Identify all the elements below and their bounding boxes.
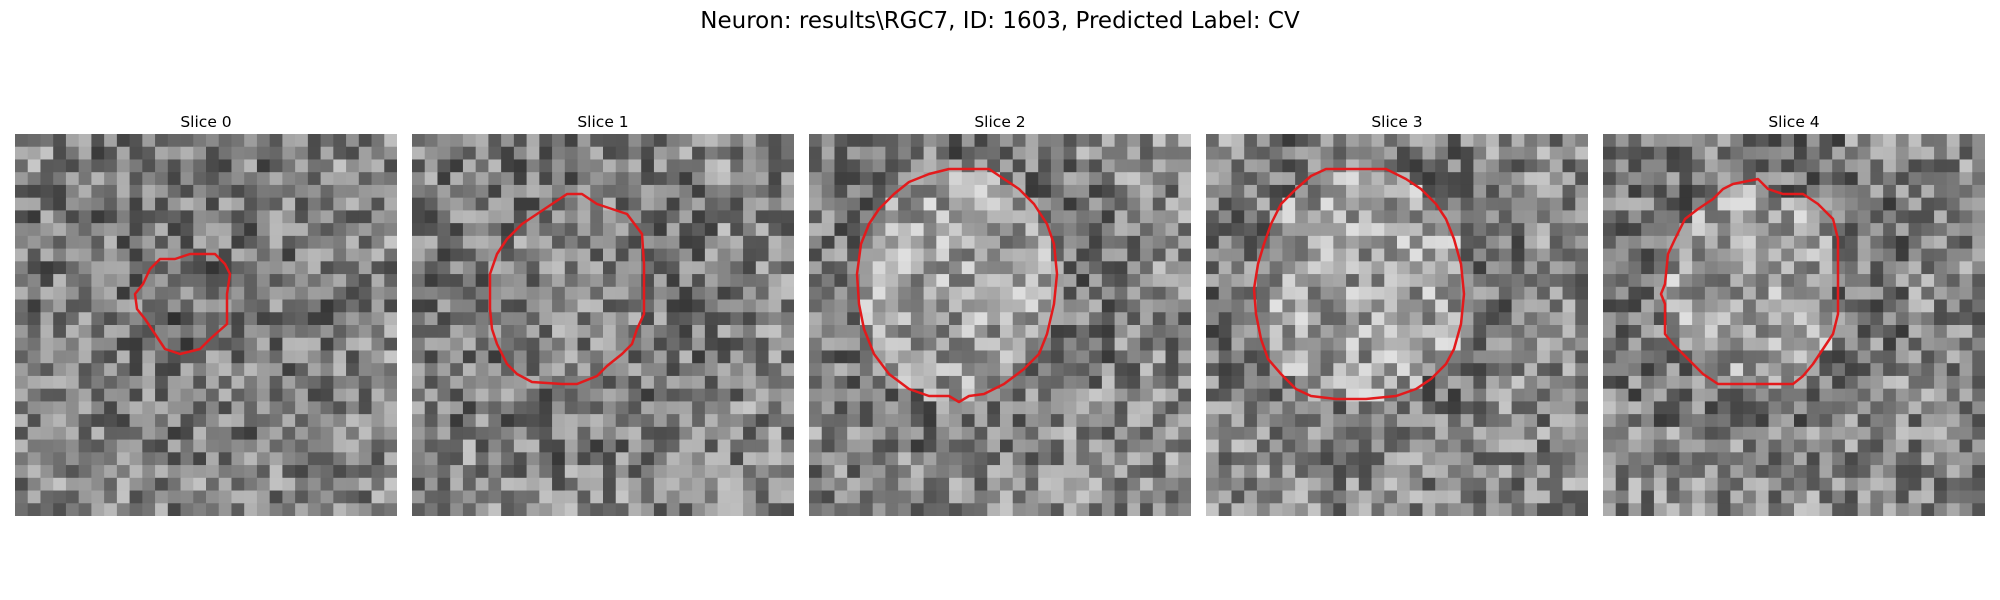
- slice-image: [1603, 134, 1985, 516]
- slice-image: [1206, 134, 1588, 516]
- panel-slice-0: Slice 0: [15, 110, 397, 516]
- panel-slice-1: Slice 1: [412, 110, 794, 516]
- panel-slice-4: Slice 4: [1603, 110, 1985, 516]
- pixel-grid: [412, 134, 794, 516]
- panel-title: Slice 3: [1371, 113, 1423, 131]
- segmentation-contour: [855, 167, 1059, 404]
- segmentation-contour: [488, 192, 646, 386]
- slice-image: [809, 134, 1191, 516]
- pixel-grid: [809, 134, 1191, 516]
- panel-title: Slice 0: [180, 113, 232, 131]
- figure-title: Neuron: results\RGC7, ID: 1603, Predicte…: [700, 8, 1300, 34]
- panel-title: Slice 2: [974, 113, 1026, 131]
- pixel-grid: [15, 134, 397, 516]
- pixel-grid: [1206, 134, 1588, 516]
- segmentation-contour: [1659, 177, 1840, 386]
- segmentation-contour: [133, 252, 232, 356]
- slice-image: [412, 134, 794, 516]
- segmentation-contour: [1252, 167, 1466, 401]
- panel-title: Slice 4: [1768, 113, 1820, 131]
- panel-slice-2: Slice 2: [809, 110, 1191, 516]
- slice-image: [15, 134, 397, 516]
- panel-title: Slice 1: [577, 113, 629, 131]
- panel-slice-3: Slice 3: [1206, 110, 1588, 516]
- pixel-grid: [1603, 134, 1985, 516]
